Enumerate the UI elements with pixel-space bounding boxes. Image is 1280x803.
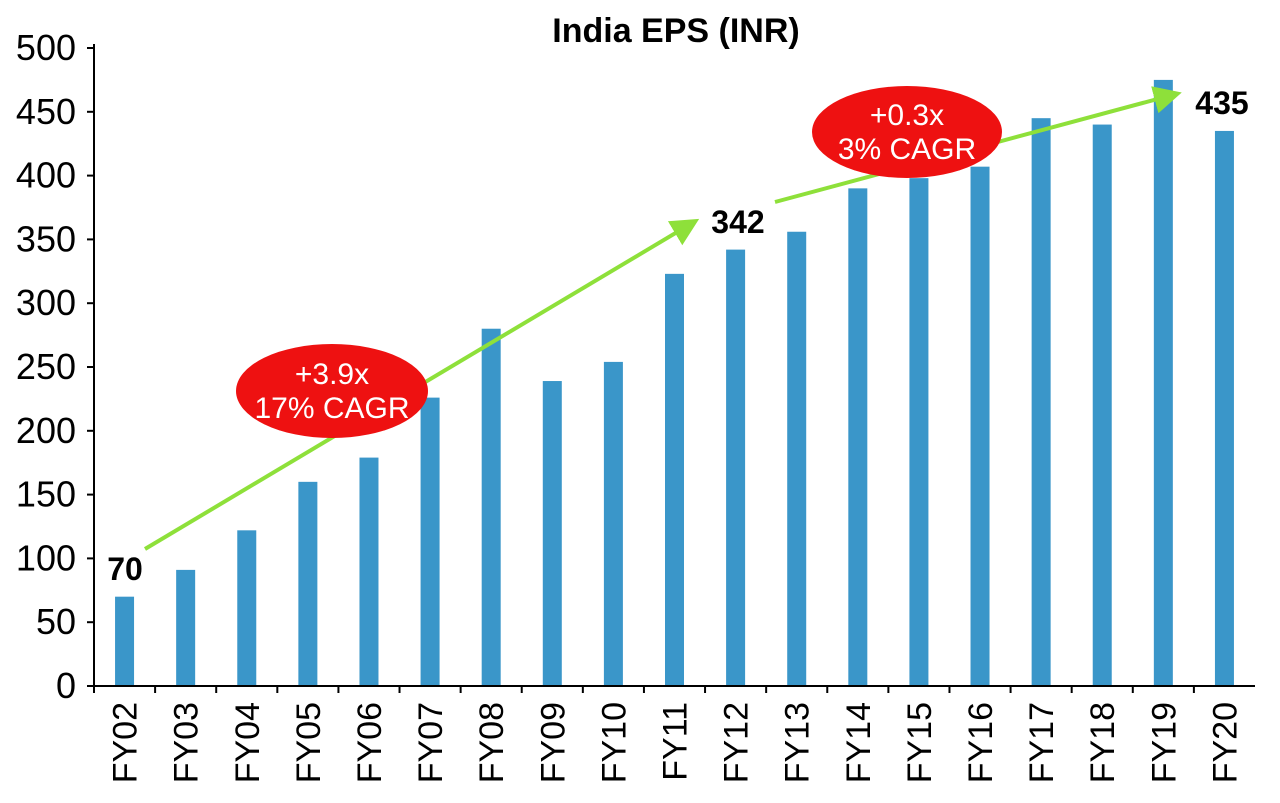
- y-tick-label: 100: [16, 537, 76, 578]
- badge-ellipse: [812, 86, 1002, 178]
- badge-cagr: 3% CAGR: [838, 133, 976, 166]
- x-tick-label: FY06: [351, 702, 389, 783]
- x-tick-label: FY16: [962, 702, 1000, 783]
- x-tick-label: FY02: [107, 702, 145, 783]
- bar-fy11: [665, 273, 684, 686]
- bar-fy07: [420, 397, 440, 686]
- y-tick-label: 450: [16, 91, 76, 132]
- bar-fy06: [359, 457, 379, 686]
- data-label-fy02: 70: [107, 551, 143, 587]
- y-tick-label: 150: [16, 474, 76, 515]
- y-tick-label: 500: [16, 27, 76, 68]
- x-tick-label: FY05: [290, 702, 328, 783]
- x-tick-label: FY19: [1145, 702, 1183, 783]
- bar-fy14: [848, 188, 868, 687]
- bar-fy10: [603, 361, 623, 686]
- bar-fy04: [237, 530, 257, 686]
- x-tick-label: FY15: [901, 702, 939, 783]
- x-tick-label: FY07: [412, 702, 450, 783]
- bars: [115, 79, 1234, 687]
- bar-fy12: [726, 249, 746, 686]
- badge-multiple: +3.9x: [295, 358, 369, 391]
- x-tick-label: FY20: [1206, 702, 1244, 783]
- x-tick-label: FY09: [534, 702, 572, 783]
- bar-fy20: [1214, 130, 1234, 686]
- bar-fy02: [115, 596, 135, 686]
- data-labels: 70 342 435: [107, 85, 1248, 587]
- x-tick-label: FY10: [595, 702, 633, 783]
- x-axis: FY02 FY03 FY04 FY05 FY06 FY07 FY08 FY09 FY10 FY11…: [93, 685, 1255, 783]
- bar-fy19: [1153, 79, 1173, 686]
- y-tick-label: 0: [56, 665, 76, 706]
- x-tick-label: FY18: [1084, 702, 1122, 783]
- y-tick-label: 400: [16, 155, 76, 196]
- x-tick-label: FY17: [1023, 702, 1061, 783]
- y-tick-label: 200: [16, 410, 76, 451]
- x-tick-label: FY14: [840, 702, 878, 783]
- y-tick-label: 350: [16, 218, 76, 259]
- x-tick-label: FY04: [229, 702, 267, 783]
- bar-fy13: [787, 231, 807, 686]
- badge-multiple: +0.3x: [870, 99, 944, 132]
- badge-ellipse: [236, 344, 428, 438]
- x-tick-label: FY03: [168, 702, 206, 783]
- x-tick-label: FY12: [718, 702, 756, 783]
- y-tick-label: 300: [16, 282, 76, 323]
- bar-fy15: [909, 178, 929, 687]
- bar-fy09: [542, 381, 562, 686]
- data-label-fy20: 435: [1195, 85, 1248, 121]
- trend-arrows: [143, 86, 1182, 551]
- bar-fy03: [176, 569, 196, 686]
- bar-fy17: [1031, 118, 1051, 687]
- badge-cagr: 17% CAGR: [254, 392, 409, 425]
- x-tick-label: FY11: [657, 702, 695, 781]
- y-tick-label: 250: [16, 346, 76, 387]
- chart-title: India EPS (INR): [552, 12, 799, 50]
- y-axis: 0 50 100 150 200 250 300 350 400 450 500: [16, 27, 95, 706]
- cagr-badge-2: +0.3x3% CAGR: [812, 86, 1002, 178]
- x-tick-label: FY13: [779, 702, 817, 783]
- bar-fy16: [970, 166, 990, 687]
- data-label-fy12: 342: [711, 204, 764, 240]
- y-tick-label: 50: [36, 601, 76, 642]
- bar-fy08: [481, 328, 501, 686]
- bar-fy18: [1092, 124, 1112, 686]
- x-tick-label: FY08: [473, 702, 511, 783]
- bar-fy05: [298, 481, 318, 686]
